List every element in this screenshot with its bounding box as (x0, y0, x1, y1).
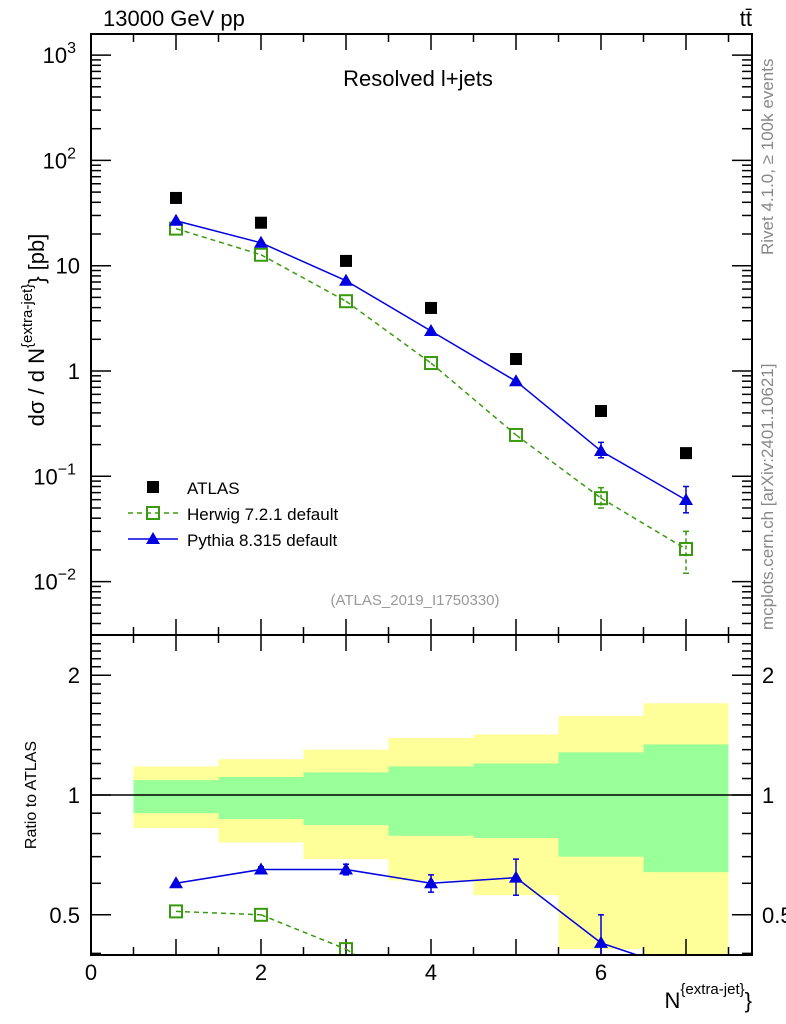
ratio-pythia-point (509, 870, 523, 883)
stat-uncertainty-band (643, 744, 729, 873)
stat-uncertainty-band (473, 763, 559, 838)
ratio-herwig-point (339, 942, 353, 955)
ratio-frame (90, 634, 753, 956)
main-atlas-point (340, 254, 352, 267)
stat-uncertainty-band (133, 780, 219, 814)
header-right: tt̄ (740, 6, 752, 31)
x-tick-label: 0 (85, 960, 97, 985)
side-text-top: Rivet 4.1.0, ≥ 100k events (758, 59, 777, 255)
main-pythia-line (430, 330, 517, 382)
main-atlas-point (255, 216, 267, 229)
main-pythia-point (679, 492, 693, 505)
main-pythia-point (509, 374, 523, 387)
header-left: 13000 GeV pp (103, 6, 245, 31)
plot-title: Resolved l+jets (343, 66, 493, 91)
y-tick-label: 1 (68, 359, 80, 384)
main-herwig-point (594, 491, 608, 506)
y-tick-label: 10 (56, 254, 80, 279)
ratio-y-tick-label-right: 1 (762, 783, 774, 808)
main-herwig-point (509, 427, 523, 442)
main-herwig-line (345, 300, 432, 364)
legend: ATLAS Herwig 7.2.1 default Pythia 8.315 de… (128, 479, 338, 550)
main-atlas-point (595, 404, 607, 417)
ratio-pythia-point (424, 876, 438, 889)
main-marks (169, 191, 693, 575)
ratio-marks (169, 858, 638, 955)
main-herwig-line (260, 254, 347, 302)
ratio-y-tick-label-right: 2 (762, 663, 774, 688)
legend-pythia-marker (146, 532, 160, 544)
ratio-pythia-point (339, 862, 353, 875)
main-pythia-line (175, 220, 262, 244)
ratio-pythia-line (345, 868, 432, 885)
ratio-pythia-line (600, 942, 638, 955)
ratio-pythia-line (515, 877, 602, 944)
x-tick-label: 2 (255, 960, 267, 985)
stat-uncertainty-band (558, 752, 644, 857)
stat-uncertainty-band (218, 776, 304, 820)
y-axis-label: dσ / d N{extra-jet}} [pb] (19, 234, 49, 427)
legend-pythia-label: Pythia 8.315 default (187, 531, 338, 550)
main-atlas-point (680, 447, 692, 460)
ratio-pythia-point (254, 862, 268, 875)
side-text-bottom: mcplots.cern.ch [arXiv:2401.10621] (758, 364, 777, 630)
main-pythia-line (515, 380, 602, 452)
y-tick-label: 103 (43, 40, 76, 68)
main-pythia-point (424, 323, 438, 336)
main-atlas-point (170, 191, 182, 204)
legend-atlas-label: ATLAS (187, 479, 240, 498)
analysis-label: (ATLAS_2019_I1750330) (330, 592, 499, 609)
ratio-pythia-point (169, 876, 183, 889)
main-herwig-line (515, 434, 602, 499)
stat-uncertainty-band (388, 766, 474, 836)
stat-uncertainty-band (303, 772, 389, 826)
y-tick-label: 10−1 (33, 461, 76, 489)
x-tick-label: 6 (595, 960, 607, 985)
main-herwig-point (424, 356, 438, 371)
ratio-y-tick-label: 1 (68, 783, 80, 808)
x-tick-label: 4 (425, 960, 437, 985)
main-atlas-point (510, 353, 522, 366)
ratio-herwig-point (254, 907, 268, 922)
ratio-y-axis-label: Ratio to ATLAS (23, 741, 40, 849)
main-pythia-line (260, 242, 347, 282)
main-herwig-point (679, 541, 693, 556)
main-pythia-point (169, 213, 183, 226)
main-herwig-line (175, 227, 262, 256)
main-herwig-line (430, 362, 517, 436)
main-pythia-point (339, 273, 353, 286)
main-pythia-line (345, 280, 432, 332)
main-herwig-line (600, 497, 687, 550)
main-pythia-point (594, 443, 608, 456)
main-herwig-point (339, 294, 353, 309)
ratio-bands (91, 703, 752, 955)
ratio-pythia-line (175, 868, 262, 885)
ratio-pythia-point (594, 935, 608, 948)
main-herwig-point (254, 247, 268, 262)
main-pythia-line (600, 450, 687, 501)
ratio-pythia-line (430, 876, 517, 885)
ratio-y-tick-label: 0.5 (49, 903, 80, 928)
main-pythia-point (254, 235, 268, 248)
legend-atlas-marker (147, 481, 159, 493)
legend-herwig-marker (146, 506, 160, 520)
ratio-herwig-line (175, 910, 262, 916)
legend-herwig-label: Herwig 7.2.1 default (187, 505, 338, 524)
x-axis-label: N{extra-jet}} (665, 981, 752, 1013)
ratio-herwig-line (260, 914, 347, 950)
ratio-y-tick-label-right: 0.5 (762, 903, 786, 928)
ratio-y-tick-label: 2 (68, 663, 80, 688)
y-tick-label: 102 (43, 145, 76, 173)
y-tick-label: 10−2 (33, 567, 76, 595)
ratio-herwig-point (169, 904, 183, 919)
main-atlas-point (425, 301, 437, 314)
